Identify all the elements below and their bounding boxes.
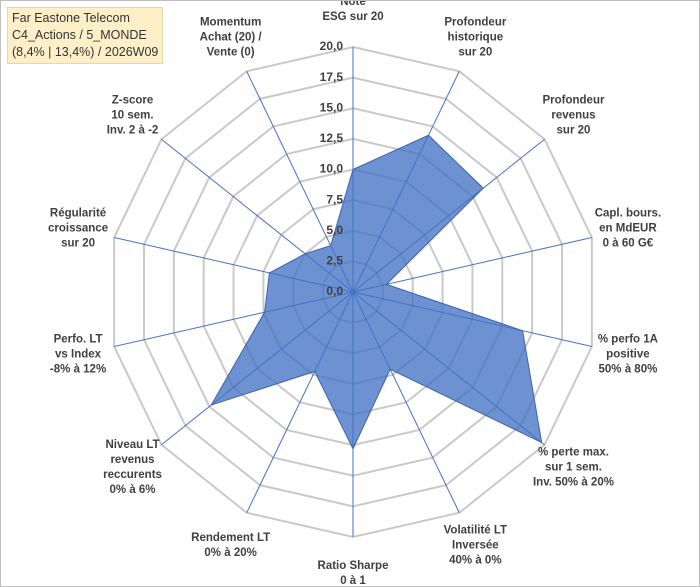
category-label: % perfo 1A positive 50% à 80% xyxy=(597,333,658,376)
category-label: Profondeur revenus sur 20 xyxy=(542,94,605,137)
category-label: Perfo. LT vs Index -8% à 12% xyxy=(49,333,107,376)
category-label: Momentum Achat (20) / Vente (0) xyxy=(199,16,262,59)
chart-title: Far Eastone Telecom C4_Actions / 5_MONDE… xyxy=(7,7,164,64)
category-label: Note ESG sur 20 xyxy=(322,0,384,23)
category-label: Ratio Sharpe 0 à 1 xyxy=(317,560,389,587)
y-tick-label: 2,5 xyxy=(326,254,343,268)
category-label: Volatilité LT Inversée 40% à 0% xyxy=(443,524,508,567)
spoke xyxy=(352,236,592,293)
y-tick-label: 5,0 xyxy=(326,223,343,237)
category-label: Profondeur historique sur 20 xyxy=(444,16,507,59)
category-label: Régularité croissance sur 20 xyxy=(48,207,109,250)
y-tick-label: 10,0 xyxy=(320,162,344,176)
y-tick-label: 20,0 xyxy=(320,39,344,53)
category-label: Z-score 10 sem. Inv. 2 à -2 xyxy=(106,94,159,137)
y-tick-label: 15,0 xyxy=(320,100,344,114)
category-label: Niveau LT revenus reccurents 0% à 6% xyxy=(103,438,162,496)
y-tick-label: 12,5 xyxy=(320,131,344,145)
y-tick-label: 17,5 xyxy=(320,70,344,84)
data-area xyxy=(210,134,543,450)
y-tick-label: 0,0 xyxy=(326,284,343,298)
category-label: Rendement LT 0% à 20% xyxy=(191,532,271,560)
y-tick-label: 7,5 xyxy=(326,192,343,206)
category-label: Capl. bours. en MdEUR 0 à 60 G€ xyxy=(594,207,662,250)
category-label: % perte max. sur 1 sem. Inv. 50% à 20% xyxy=(532,446,614,489)
